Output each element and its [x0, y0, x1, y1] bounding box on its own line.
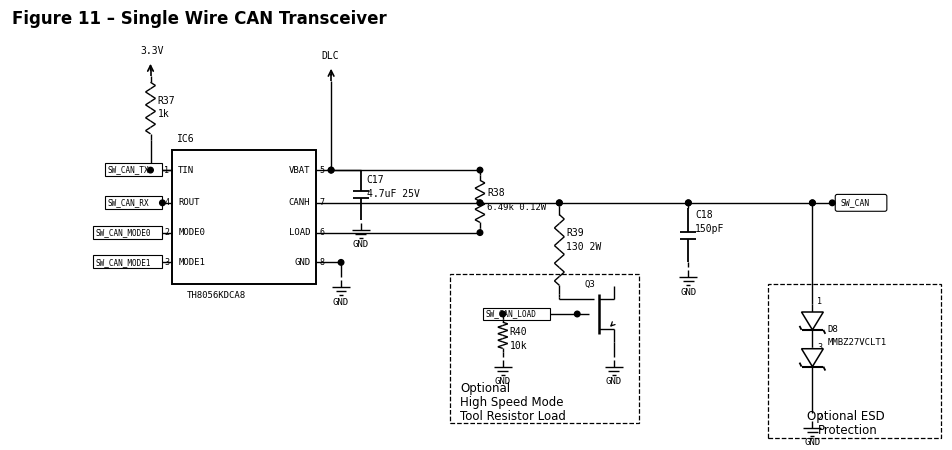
Text: GND: GND [680, 288, 696, 297]
Text: Protection: Protection [817, 423, 876, 436]
Circle shape [684, 200, 690, 206]
Text: R38: R38 [486, 188, 504, 198]
Circle shape [500, 311, 506, 317]
Circle shape [684, 200, 690, 206]
Text: 1: 1 [817, 297, 822, 306]
Text: 130 2W: 130 2W [565, 243, 601, 252]
Circle shape [338, 260, 344, 265]
Text: C18: C18 [695, 210, 712, 220]
Text: GND: GND [352, 240, 368, 249]
Text: Optional: Optional [460, 382, 509, 395]
Text: SW_CAN_RX: SW_CAN_RX [108, 198, 149, 207]
Text: R37: R37 [157, 96, 175, 106]
Text: MODE1: MODE1 [178, 258, 205, 267]
Bar [172, 150, 316, 284]
Text: MMBZ27VCLT1: MMBZ27VCLT1 [826, 338, 885, 347]
Text: D8: D8 [826, 325, 837, 334]
Bar [93, 256, 162, 268]
FancyBboxPatch shape [834, 194, 886, 212]
Text: Optional ESD: Optional ESD [806, 410, 884, 423]
Bar [767, 284, 941, 438]
Circle shape [556, 200, 562, 206]
Text: 2: 2 [164, 228, 169, 237]
Text: SW_CAN_TX: SW_CAN_TX [108, 166, 149, 175]
Text: 1: 1 [164, 166, 169, 175]
Circle shape [828, 200, 834, 206]
Text: 3: 3 [817, 343, 822, 352]
Text: Tool Resistor Load: Tool Resistor Load [460, 410, 565, 423]
Text: R40: R40 [509, 327, 526, 337]
Text: GND: GND [294, 258, 310, 267]
Circle shape [477, 200, 483, 206]
Text: 150pF: 150pF [695, 224, 724, 234]
Text: TH8056KDCA8: TH8056KDCA8 [187, 291, 246, 300]
Circle shape [809, 200, 814, 206]
Bar [449, 274, 638, 423]
Circle shape [160, 200, 165, 206]
Circle shape [574, 311, 580, 317]
Text: Figure 11 – Single Wire CAN Transceiver: Figure 11 – Single Wire CAN Transceiver [11, 10, 386, 28]
Text: Q3: Q3 [584, 280, 594, 289]
Text: GND: GND [332, 297, 348, 306]
Text: 4.7uF 25V: 4.7uF 25V [367, 189, 419, 199]
Text: 6: 6 [319, 228, 324, 237]
Text: LOAD: LOAD [288, 228, 310, 237]
Text: DLC: DLC [321, 51, 339, 61]
Text: 6.49k 0.12W: 6.49k 0.12W [486, 203, 545, 212]
Text: CANH: CANH [288, 198, 310, 207]
Text: ROUT: ROUT [178, 198, 200, 207]
Text: SW_CAN_LOAD: SW_CAN_LOAD [486, 310, 536, 319]
Bar [105, 196, 162, 209]
Circle shape [477, 230, 483, 235]
Bar [483, 307, 550, 320]
Text: VBAT: VBAT [288, 166, 310, 175]
Text: R39: R39 [565, 228, 584, 238]
Circle shape [809, 200, 814, 206]
Circle shape [328, 167, 333, 173]
Text: 3.3V: 3.3V [141, 46, 164, 56]
Text: GND: GND [605, 377, 622, 386]
Circle shape [556, 200, 562, 206]
Text: SW_CAN_MODE1: SW_CAN_MODE1 [96, 258, 151, 267]
Text: C17: C17 [367, 175, 384, 185]
Text: 1k: 1k [157, 108, 169, 118]
Text: 2: 2 [817, 413, 822, 422]
Text: High Speed Mode: High Speed Mode [460, 396, 563, 409]
Text: 3: 3 [164, 258, 169, 267]
Text: GND: GND [494, 377, 510, 386]
Text: TIN: TIN [178, 166, 194, 175]
Circle shape [477, 200, 483, 206]
Circle shape [477, 167, 483, 173]
Text: 8: 8 [319, 258, 324, 267]
Circle shape [328, 167, 333, 173]
Text: SW_CAN: SW_CAN [840, 198, 868, 207]
Polygon shape [801, 349, 823, 367]
Bar [93, 225, 162, 238]
Text: GND: GND [803, 438, 820, 447]
Polygon shape [801, 312, 823, 330]
Text: 10k: 10k [509, 341, 526, 351]
Circle shape [148, 167, 153, 173]
Text: 7: 7 [319, 198, 324, 207]
Text: 5: 5 [319, 166, 324, 175]
Text: MODE0: MODE0 [178, 228, 205, 237]
Text: IC6: IC6 [177, 135, 195, 144]
Text: 4: 4 [164, 198, 169, 207]
Bar [105, 163, 162, 176]
Text: SW_CAN_MODE0: SW_CAN_MODE0 [96, 228, 151, 237]
